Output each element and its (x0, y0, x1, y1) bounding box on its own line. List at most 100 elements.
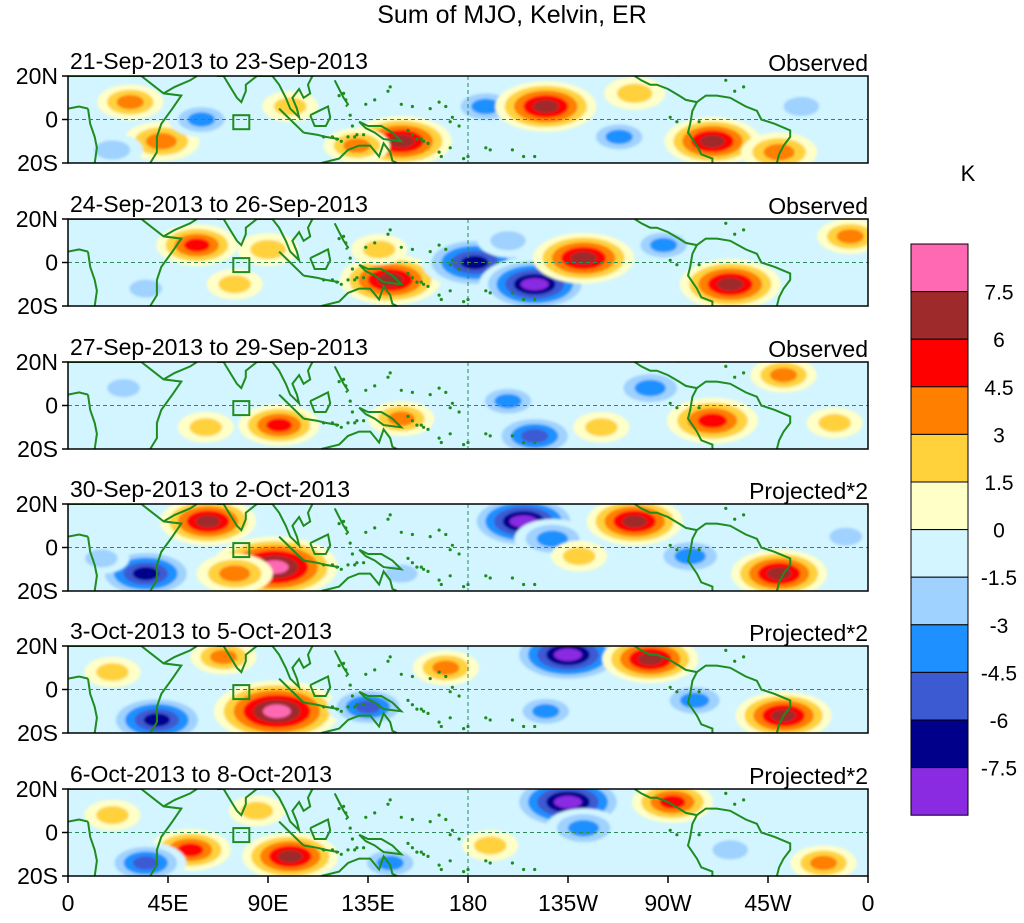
island (724, 364, 728, 368)
map-panel-4: 20N 0 20S 30-Sep-2013 to 2-Oct-2013 Projecte… (16, 476, 869, 604)
coastline (309, 105, 332, 127)
coastline (309, 247, 332, 270)
coastline (271, 76, 314, 121)
coastline (309, 533, 332, 555)
island (488, 434, 492, 438)
island (448, 716, 452, 720)
island (342, 377, 346, 381)
island (742, 655, 746, 659)
coastline (321, 141, 398, 163)
island (419, 565, 423, 569)
island (697, 406, 701, 410)
island (457, 552, 461, 556)
island (322, 278, 326, 282)
coastline (216, 76, 273, 104)
panel-status: Observed (768, 193, 868, 219)
island (339, 852, 343, 856)
island (348, 113, 352, 117)
coastline (163, 789, 198, 808)
island (335, 565, 339, 569)
island (510, 576, 514, 580)
island (335, 423, 339, 427)
coastline (278, 820, 305, 847)
island (364, 530, 368, 534)
contour-fill (177, 843, 204, 857)
island (422, 567, 426, 571)
coastline (358, 833, 405, 856)
coastline (87, 251, 98, 306)
island (410, 817, 414, 822)
coastlines (68, 362, 792, 449)
colorbar-swatch (910, 433, 969, 483)
contour-fill (818, 413, 851, 432)
contour-fill (562, 547, 596, 566)
island (410, 561, 414, 565)
contour-fill (783, 96, 820, 117)
contour-fill (189, 418, 223, 437)
lat-label: 20N (16, 633, 58, 659)
island (355, 703, 359, 707)
island (733, 375, 737, 379)
island (462, 727, 466, 731)
island (450, 401, 454, 405)
colorbar-swatch (910, 291, 969, 340)
island (733, 802, 737, 806)
island (415, 137, 419, 141)
island (533, 297, 537, 302)
island (399, 815, 403, 819)
island (322, 705, 326, 709)
island (457, 837, 461, 841)
island (697, 833, 701, 837)
island (339, 425, 343, 429)
island (344, 811, 348, 815)
island (344, 241, 348, 245)
island (422, 139, 426, 143)
island (337, 664, 341, 668)
colorbar-swatch (910, 719, 969, 769)
island (724, 506, 728, 510)
island (335, 707, 339, 711)
contour-fill (473, 836, 507, 855)
island (675, 548, 679, 552)
contour-fill (622, 515, 648, 528)
lat-label: 20S (17, 150, 58, 176)
island (410, 247, 414, 251)
island (448, 833, 452, 837)
island (399, 388, 403, 392)
contour-fill (712, 840, 749, 860)
coastline (271, 789, 314, 834)
island (448, 432, 452, 436)
coastline (309, 818, 332, 840)
island (322, 563, 326, 567)
contour-fill (554, 796, 582, 809)
island (437, 436, 441, 440)
lon-label: 90W (644, 890, 692, 916)
coastline (216, 219, 273, 247)
coastline (216, 789, 273, 817)
island (733, 659, 737, 663)
island (422, 282, 426, 286)
contour-fill (277, 850, 303, 863)
island (342, 234, 346, 238)
island (335, 280, 339, 284)
island (522, 154, 526, 159)
island (362, 133, 366, 137)
island (733, 232, 737, 236)
map-panel-6: 20N 0 20S 6-Oct-2013 to 8-Oct-2013 Projected… (16, 761, 869, 889)
island (484, 859, 488, 863)
island (346, 848, 350, 852)
panel-date-range: 3-Oct-2013 to 5-Oct-2013 (70, 618, 332, 644)
contour-fill (674, 548, 706, 565)
coastline (163, 219, 198, 238)
contour-fill (532, 704, 560, 719)
island (386, 802, 390, 806)
island (410, 703, 414, 707)
island (353, 421, 357, 425)
panel-status: Observed (768, 336, 868, 362)
contour-fill (717, 277, 744, 291)
island (533, 440, 537, 445)
contour-fill (585, 418, 618, 437)
contour-fill (266, 418, 293, 432)
island (373, 526, 377, 530)
island (428, 393, 432, 397)
